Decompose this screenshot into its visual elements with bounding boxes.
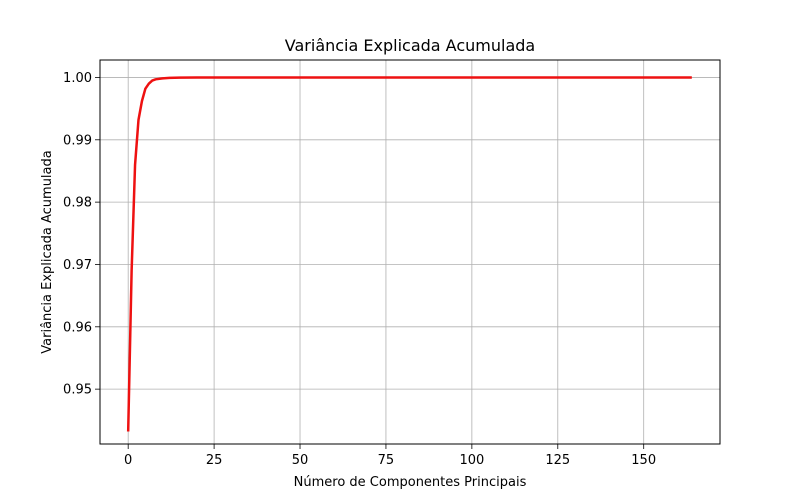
- x-tick-label: 25: [206, 453, 223, 468]
- x-axis-label: Número de Componentes Principais: [294, 475, 527, 490]
- x-tick-label: 125: [545, 453, 570, 468]
- y-tick-label: 0.97: [63, 258, 92, 273]
- x-tick-label: 50: [292, 453, 309, 468]
- x-tick-label: 150: [631, 453, 656, 468]
- y-tick-label: 1.00: [63, 71, 92, 86]
- series-layer: [126, 76, 692, 432]
- x-tick-label: 75: [378, 453, 395, 468]
- y-tick-label: 0.98: [63, 196, 92, 211]
- grid: [100, 60, 720, 444]
- y-tick-label: 0.95: [63, 383, 92, 398]
- plot-frame: [99, 59, 721, 445]
- y-tick-label: 0.96: [63, 320, 92, 335]
- x-tick-label: 100: [459, 453, 484, 468]
- chart-title: Variância Explicada Acumulada: [285, 36, 535, 55]
- y-axis-label: Variância Explicada Acumulada: [40, 150, 55, 353]
- x-tick-label: 0: [124, 453, 132, 468]
- y-tick-label: 0.99: [63, 133, 92, 148]
- series-line-0: [126, 76, 692, 432]
- axis-ticks: 0 25 50 75 100 125 150 0.95 0.96 0.97 0.98 0.99 1.00: [63, 71, 656, 468]
